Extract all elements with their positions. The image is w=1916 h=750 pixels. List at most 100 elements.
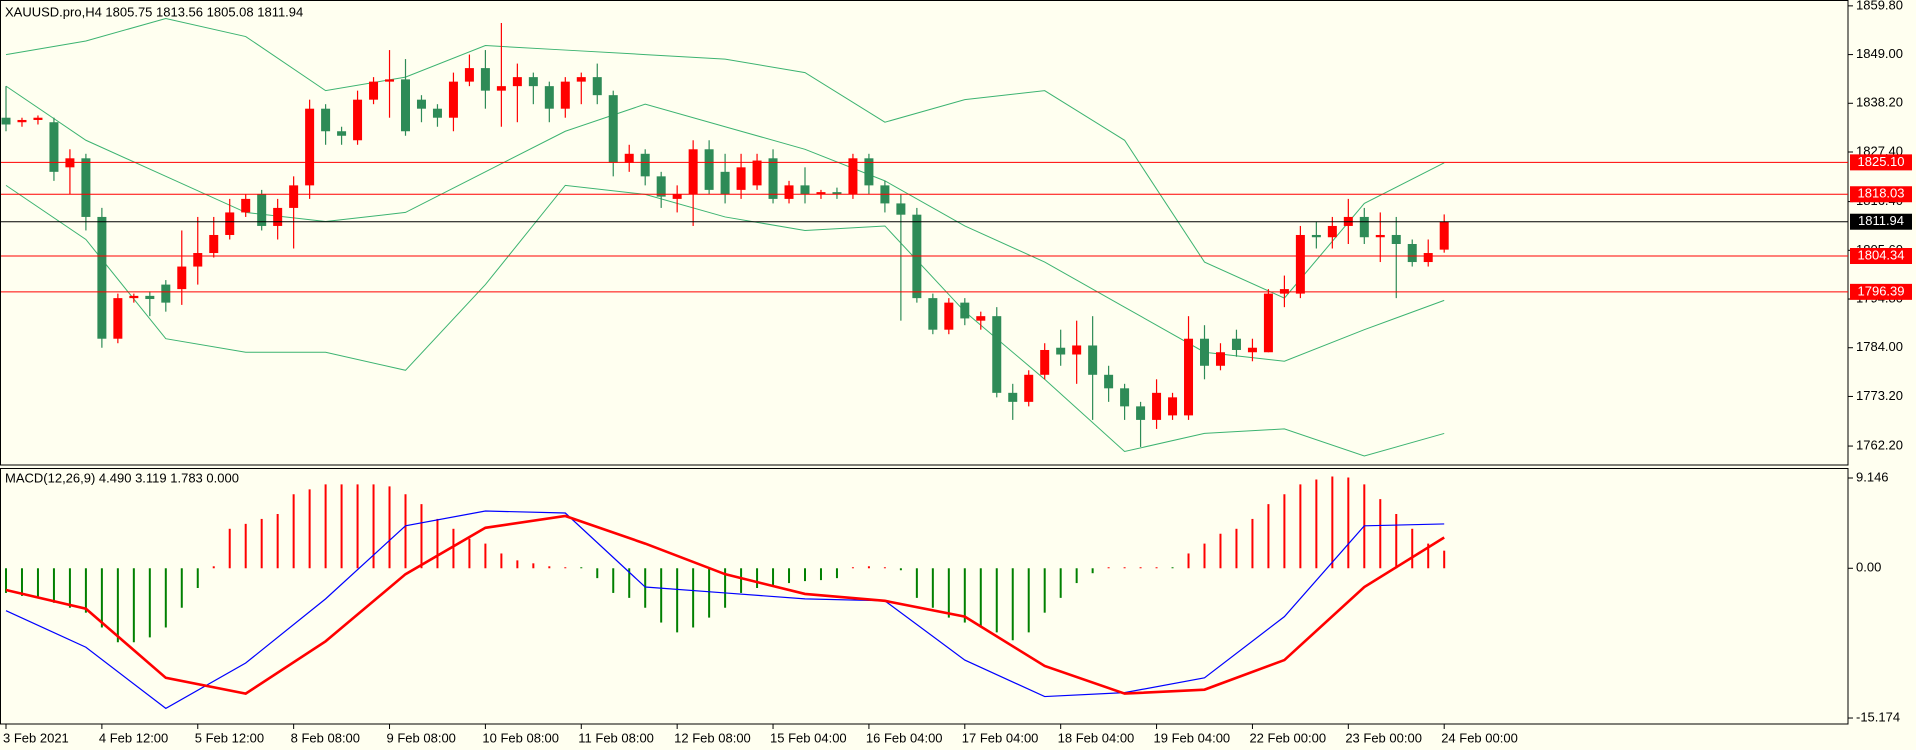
candle-body (608, 95, 618, 163)
candle-body (624, 153, 634, 163)
candle-body (544, 86, 554, 109)
x-tick-label: 23 Feb 00:00 (1345, 730, 1422, 745)
candle-body (1168, 397, 1178, 416)
candle-body (464, 68, 474, 82)
candle-body (225, 212, 235, 235)
candle-body (592, 77, 602, 96)
y-tick-label: 0.00 (1856, 560, 1881, 575)
y-tick-label: 1784.00 (1856, 339, 1903, 354)
candle-body (848, 158, 858, 195)
candle-body (992, 316, 1002, 393)
candle-body (1295, 234, 1305, 294)
candle-body (512, 77, 522, 87)
macd-header: MACD(12,26,9) 4.490 3.119 1.783 0.000 (5, 470, 239, 485)
x-tick-label: 17 Feb 04:00 (962, 730, 1039, 745)
candle-body (209, 234, 219, 254)
candle-body (784, 185, 794, 199)
x-tick-label: 10 Feb 08:00 (482, 730, 559, 745)
x-tick-label: 11 Feb 08:00 (578, 730, 654, 745)
candle-body (1231, 338, 1241, 350)
y-tick-label: -15.174 (1856, 709, 1900, 724)
candle-body (1439, 221, 1449, 250)
macd-panel-frame (0, 468, 1849, 725)
candle-body (81, 158, 91, 217)
candle-body (1088, 345, 1098, 375)
candle-body (161, 284, 171, 303)
candle-body (1184, 338, 1194, 416)
candle-body (1215, 352, 1225, 366)
price-level-box (1850, 247, 1912, 264)
candle-body (1423, 253, 1433, 263)
candle-body (193, 253, 203, 267)
x-tick-label: 15 Feb 04:00 (770, 730, 847, 745)
candle-body (672, 194, 682, 199)
y-tick-label: 1762.20 (1856, 437, 1903, 452)
x-tick-label: 22 Feb 00:00 (1249, 730, 1326, 745)
candle-body (640, 153, 650, 177)
x-tick-label: 3 Feb 2021 (3, 730, 69, 745)
candle-body (1263, 293, 1273, 353)
candle-body (752, 160, 762, 186)
candle-body (273, 207, 283, 226)
candle-body (1152, 392, 1162, 420)
candle-body (688, 149, 698, 195)
candle-body (528, 77, 538, 87)
candle-body (1, 117, 11, 125)
candle-body (1311, 234, 1321, 238)
candle-body (1104, 374, 1114, 389)
candle-body (321, 108, 331, 132)
candle-body (704, 149, 714, 190)
x-tick-label: 24 Feb 00:00 (1441, 730, 1518, 745)
y-tick-label: 1773.20 (1856, 388, 1903, 403)
candle-body (289, 185, 299, 208)
candle-body (944, 302, 954, 330)
price-level-label: 1811.94 (1858, 213, 1904, 228)
candle-body (1200, 338, 1209, 366)
candle-body (1056, 347, 1066, 355)
candle-body (1375, 234, 1385, 238)
candle-body (1024, 374, 1034, 402)
candle-body (928, 298, 938, 330)
x-tick-label: 19 Feb 04:00 (1154, 730, 1231, 745)
x-tick-label: 12 Feb 08:00 (674, 730, 751, 745)
candle-body (960, 302, 970, 319)
candle-body (816, 192, 826, 195)
x-tick-label: 5 Feb 12:00 (195, 730, 264, 745)
candle-body (480, 68, 490, 91)
bollinger-band (5, 17, 1445, 299)
candle-body (353, 99, 363, 141)
candle-body (432, 108, 442, 118)
price-level-box (1850, 283, 1912, 300)
candle-body (337, 131, 347, 136)
candle-body (369, 81, 379, 100)
candle-body (97, 216, 107, 339)
candle-body (305, 108, 315, 186)
candle-body (241, 198, 251, 213)
candle-body (768, 158, 778, 199)
candle-body (401, 79, 410, 132)
price-level-box (1850, 213, 1912, 230)
candle-body (1391, 234, 1401, 245)
candle-body (1008, 392, 1018, 402)
y-tick-label: 1838.20 (1856, 95, 1903, 110)
price-level-box (1850, 154, 1912, 171)
candle-body (1072, 345, 1082, 355)
signal-line (5, 514, 1445, 695)
price-level-label: 1796.39 (1858, 283, 1905, 298)
candle-body (896, 203, 906, 215)
candle-body (113, 298, 123, 339)
price-level-box (1850, 186, 1912, 203)
candle-body (1359, 216, 1369, 238)
x-tick-label: 9 Feb 08:00 (387, 730, 456, 745)
y-tick-label: 1859.80 (1856, 0, 1903, 12)
candle-body (49, 122, 59, 172)
candle-body (177, 266, 187, 290)
x-tick-label: 18 Feb 04:00 (1058, 730, 1135, 745)
price-level-label: 1804.34 (1858, 247, 1905, 262)
candle-body (736, 167, 746, 190)
price-level-label: 1825.10 (1858, 154, 1905, 169)
candle-body (800, 185, 810, 195)
candle-body (385, 79, 395, 82)
candle-body (1136, 406, 1146, 420)
